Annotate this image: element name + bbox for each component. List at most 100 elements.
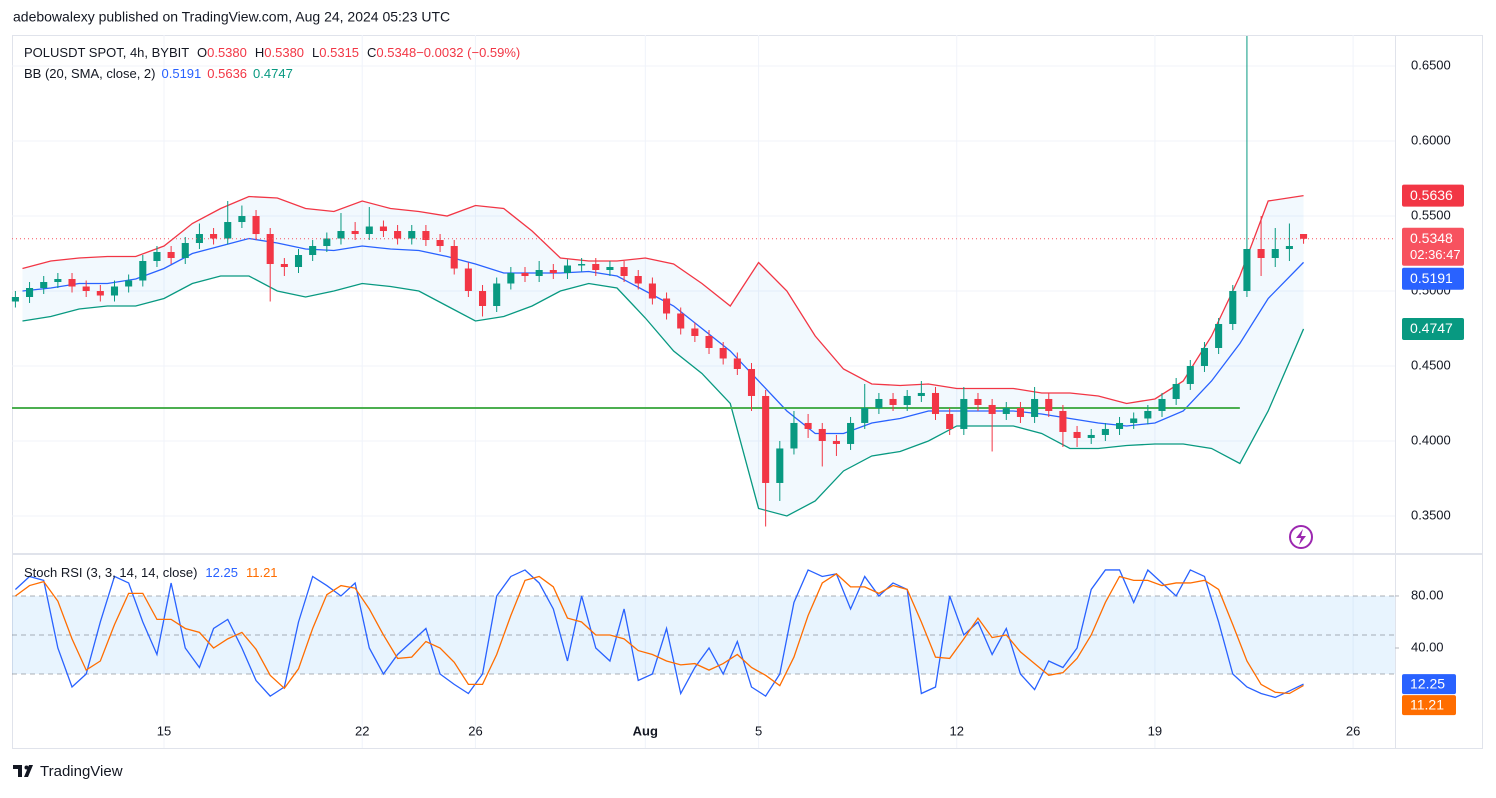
candle-body <box>663 298 671 314</box>
candle-body <box>139 261 147 281</box>
candle-body <box>1215 323 1223 348</box>
candle-body <box>917 392 925 396</box>
bb-title: BB (20, SMA, close, 2) <box>24 66 156 81</box>
bb-value: 0.5636 <box>207 66 247 81</box>
footer-brand[interactable]: TradingView <box>40 763 123 780</box>
candle-body <box>507 273 515 284</box>
ohlc-value: 0.5315 <box>319 45 359 60</box>
stoch-tag <box>1402 674 1456 695</box>
candle-body <box>54 279 62 283</box>
candle-body <box>705 335 713 348</box>
bb-value: 0.5191 <box>162 66 202 81</box>
stoch-value: 11.21 <box>246 565 278 580</box>
candle-body <box>1172 383 1180 399</box>
x-tick-label: 12 <box>950 723 964 738</box>
price-tag <box>1402 317 1464 340</box>
price-tag-label: 0.5191 <box>1410 270 1453 286</box>
y-tick-label: 0.5500 <box>1411 207 1451 222</box>
candle-body <box>1101 428 1109 435</box>
stoch-tag <box>1402 695 1456 716</box>
y-tick-label: 80.00 <box>1411 587 1444 602</box>
candle-body <box>988 404 996 414</box>
symbol-legend: POLUSDT SPOT, 4h, BYBIT O0.5380 H0.5380 L0.… <box>24 45 520 60</box>
candle-body <box>1271 249 1279 259</box>
candle-body <box>210 234 218 239</box>
replay-circle[interactable] <box>1289 525 1313 549</box>
marks-layer <box>11 36 1395 699</box>
candle-body <box>1059 410 1067 432</box>
stoch-title: Stoch RSI (3, 3, 14, 14, close) <box>24 565 197 580</box>
candle-body <box>606 267 614 271</box>
x-tick-label: 26 <box>468 723 482 738</box>
price-tag <box>1402 267 1464 290</box>
candle-body <box>266 234 274 265</box>
candle-body <box>563 265 572 274</box>
stoch-tag-label: 12.25 <box>1410 675 1445 691</box>
ohlc-key: L <box>312 45 319 60</box>
grid-layer <box>12 35 1399 748</box>
bb-line <box>22 237 1305 435</box>
candle-body <box>11 296 19 302</box>
candle-body <box>832 440 840 444</box>
candle-body <box>26 288 34 297</box>
candle-body <box>903 395 911 405</box>
replay-bolt[interactable] <box>1296 529 1306 545</box>
candle-body <box>1200 347 1209 366</box>
ohlc-value: 0.5348 <box>376 45 416 60</box>
candle-body <box>776 448 784 483</box>
candle-body <box>195 234 203 244</box>
x-tick-label: 15 <box>157 723 171 738</box>
ohlc-value: 0.5380 <box>207 45 247 60</box>
candle-body <box>294 255 303 268</box>
candle-body <box>1243 249 1251 292</box>
candle-body <box>521 273 529 277</box>
logo-dot[interactable] <box>24 765 29 770</box>
candle-body <box>422 231 430 241</box>
ohlc-key: H <box>255 45 264 60</box>
candle-body <box>946 413 954 429</box>
ohlc-key: O <box>197 45 207 60</box>
candle-body <box>436 240 444 247</box>
y-tick-label: 40.00 <box>1411 639 1444 654</box>
candle-body <box>1087 434 1095 438</box>
candle-body <box>224 222 232 239</box>
candle-body <box>394 231 402 239</box>
candle-body <box>309 246 317 256</box>
price-tag-label: 0.5636 <box>1410 187 1453 203</box>
candle-body <box>1031 398 1039 417</box>
band-layer <box>12 195 1395 675</box>
text-layer: 0.35000.40000.45000.50000.55000.60000.65… <box>24 45 1464 738</box>
x-tick-label: Aug <box>633 723 658 738</box>
candle-body <box>719 347 727 359</box>
price-tag-label: 0.4747 <box>1410 320 1453 336</box>
candle-body <box>620 267 628 277</box>
x-tick-label: 26 <box>1346 723 1360 738</box>
candle-body <box>1257 249 1265 259</box>
candle-body <box>1130 418 1138 423</box>
x-tick-label: 22 <box>355 723 369 738</box>
candle-body <box>790 422 798 449</box>
candle-body <box>493 283 501 306</box>
replay-icon[interactable] <box>1289 525 1313 549</box>
candle-body <box>747 368 756 396</box>
candle-body <box>861 407 869 423</box>
candle-body <box>875 398 883 408</box>
candle-body <box>252 216 260 235</box>
candle-body <box>68 279 76 287</box>
candle-body <box>549 270 557 274</box>
candle-body <box>1300 234 1308 239</box>
footer-logo[interactable]: TradingView <box>13 763 123 780</box>
bb-legend: BB (20, SMA, close, 2) 0.5191 0.5636 0.4747 <box>24 66 293 81</box>
candle-body <box>238 216 246 223</box>
candle-body <box>167 252 175 259</box>
candle-body <box>337 231 345 239</box>
ohlc-value: 0.5380 <box>264 45 304 60</box>
candle-body <box>1285 246 1293 250</box>
x-tick-label: 19 <box>1148 723 1162 738</box>
candle-body <box>153 252 161 262</box>
candle-body <box>889 398 897 405</box>
y-tick-label: 0.6500 <box>1411 57 1451 72</box>
x-tick-label: 5 <box>755 723 762 738</box>
candle-body <box>648 283 656 299</box>
bb-line <box>22 275 1305 517</box>
